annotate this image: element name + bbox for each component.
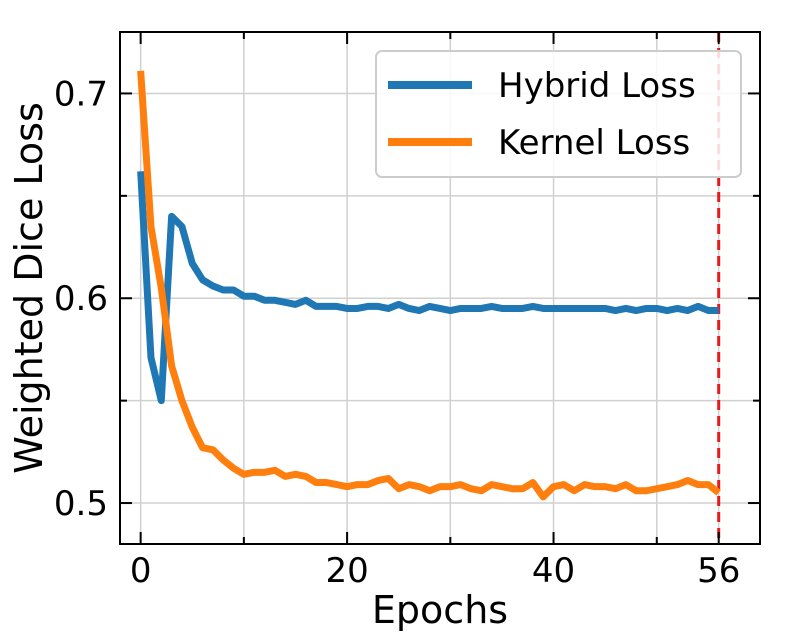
- axis-ticks: 0 20 40 56 0.5 0.6 0.7: [54, 32, 760, 591]
- plot-frame: [119, 31, 761, 545]
- y-axis-label: Weighted Dice Loss: [7, 102, 51, 473]
- series-line-hybrid-loss: [137, 171, 719, 405]
- legend-label-hybrid-loss: Hybrid Loss: [498, 66, 696, 106]
- x-axis-label: Epochs: [372, 588, 508, 632]
- series-line-kernel-loss: [137, 70, 721, 501]
- legend-label-kernel-loss: Kernel Loss: [498, 123, 690, 163]
- series-layer: [137, 70, 721, 501]
- y-tick-label: 0.6: [54, 279, 108, 319]
- legend: Hybrid Loss Kernel Loss: [375, 50, 742, 178]
- x-tick-label: 56: [697, 551, 740, 591]
- y-tick-label: 0.7: [54, 74, 108, 114]
- x-tick-label: 0: [130, 551, 152, 591]
- x-tick-label: 20: [325, 551, 368, 591]
- x-tick-label: 40: [532, 551, 575, 591]
- y-tick-label: 0.5: [54, 484, 108, 524]
